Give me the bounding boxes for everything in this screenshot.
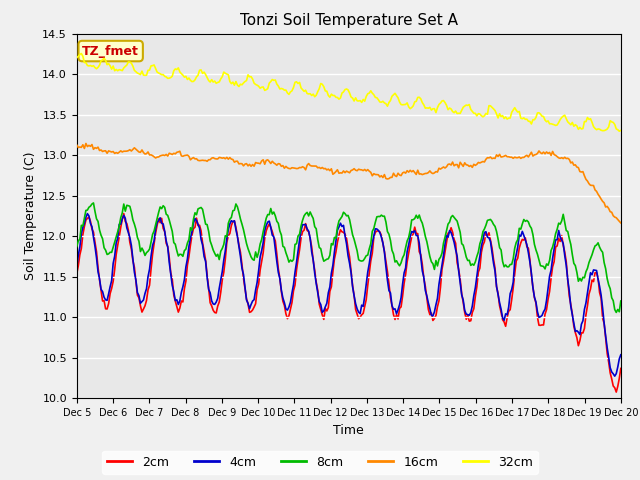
Title: Tonzi Soil Temperature Set A: Tonzi Soil Temperature Set A [240,13,458,28]
Text: TZ_fmet: TZ_fmet [82,45,139,58]
Legend: 2cm, 4cm, 8cm, 16cm, 32cm: 2cm, 4cm, 8cm, 16cm, 32cm [102,451,538,474]
X-axis label: Time: Time [333,424,364,437]
Y-axis label: Soil Temperature (C): Soil Temperature (C) [24,152,36,280]
